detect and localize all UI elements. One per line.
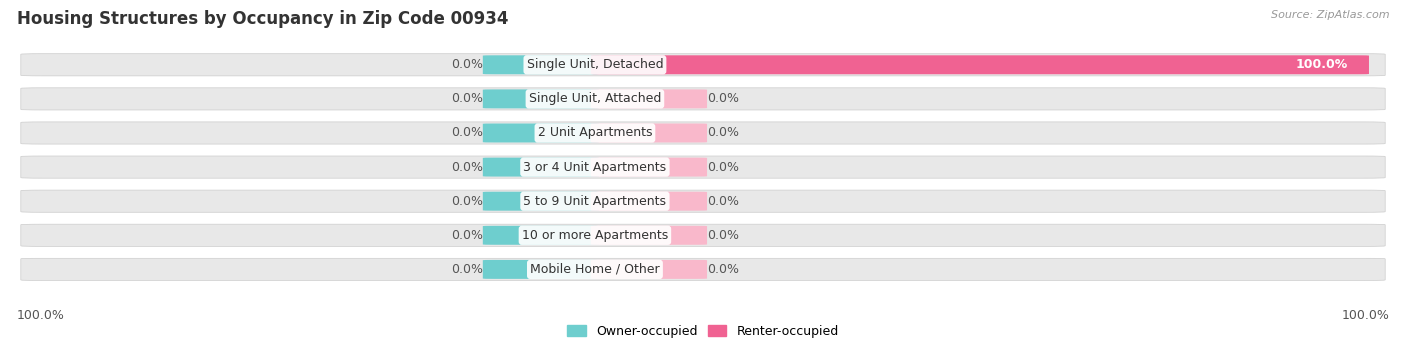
Text: 100.0%: 100.0% xyxy=(1295,58,1347,71)
FancyBboxPatch shape xyxy=(482,123,599,143)
FancyBboxPatch shape xyxy=(591,123,707,143)
FancyBboxPatch shape xyxy=(591,158,707,177)
Text: Single Unit, Attached: Single Unit, Attached xyxy=(529,92,661,105)
Text: 0.0%: 0.0% xyxy=(451,161,482,174)
Text: Single Unit, Detached: Single Unit, Detached xyxy=(527,58,664,71)
FancyBboxPatch shape xyxy=(482,89,599,108)
Text: 100.0%: 100.0% xyxy=(1341,309,1389,322)
Text: 5 to 9 Unit Apartments: 5 to 9 Unit Apartments xyxy=(523,195,666,208)
FancyBboxPatch shape xyxy=(482,55,599,74)
FancyBboxPatch shape xyxy=(21,258,1385,280)
FancyBboxPatch shape xyxy=(482,260,599,279)
FancyBboxPatch shape xyxy=(21,224,1385,246)
Text: 0.0%: 0.0% xyxy=(707,92,740,105)
FancyBboxPatch shape xyxy=(591,55,1369,74)
Legend: Owner-occupied, Renter-occupied: Owner-occupied, Renter-occupied xyxy=(562,320,844,341)
FancyBboxPatch shape xyxy=(591,89,707,108)
Text: 2 Unit Apartments: 2 Unit Apartments xyxy=(537,127,652,139)
Text: Source: ZipAtlas.com: Source: ZipAtlas.com xyxy=(1271,10,1389,20)
Text: Mobile Home / Other: Mobile Home / Other xyxy=(530,263,659,276)
FancyBboxPatch shape xyxy=(482,226,599,245)
FancyBboxPatch shape xyxy=(591,226,707,245)
Text: 0.0%: 0.0% xyxy=(451,127,482,139)
FancyBboxPatch shape xyxy=(591,260,707,279)
Text: 0.0%: 0.0% xyxy=(451,92,482,105)
Text: 0.0%: 0.0% xyxy=(707,263,740,276)
Text: 0.0%: 0.0% xyxy=(451,263,482,276)
Text: 0.0%: 0.0% xyxy=(451,58,482,71)
FancyBboxPatch shape xyxy=(21,122,1385,144)
Text: 10 or more Apartments: 10 or more Apartments xyxy=(522,229,668,242)
Text: Housing Structures by Occupancy in Zip Code 00934: Housing Structures by Occupancy in Zip C… xyxy=(17,10,509,28)
FancyBboxPatch shape xyxy=(21,190,1385,212)
FancyBboxPatch shape xyxy=(21,54,1385,76)
Text: 0.0%: 0.0% xyxy=(707,229,740,242)
Text: 3 or 4 Unit Apartments: 3 or 4 Unit Apartments xyxy=(523,161,666,174)
FancyBboxPatch shape xyxy=(21,156,1385,178)
Text: 0.0%: 0.0% xyxy=(707,195,740,208)
FancyBboxPatch shape xyxy=(21,88,1385,110)
Text: 0.0%: 0.0% xyxy=(707,127,740,139)
Text: 100.0%: 100.0% xyxy=(17,309,65,322)
Text: 0.0%: 0.0% xyxy=(451,195,482,208)
Text: 0.0%: 0.0% xyxy=(707,161,740,174)
FancyBboxPatch shape xyxy=(482,192,599,211)
Text: 0.0%: 0.0% xyxy=(451,229,482,242)
FancyBboxPatch shape xyxy=(591,192,707,211)
FancyBboxPatch shape xyxy=(482,158,599,177)
